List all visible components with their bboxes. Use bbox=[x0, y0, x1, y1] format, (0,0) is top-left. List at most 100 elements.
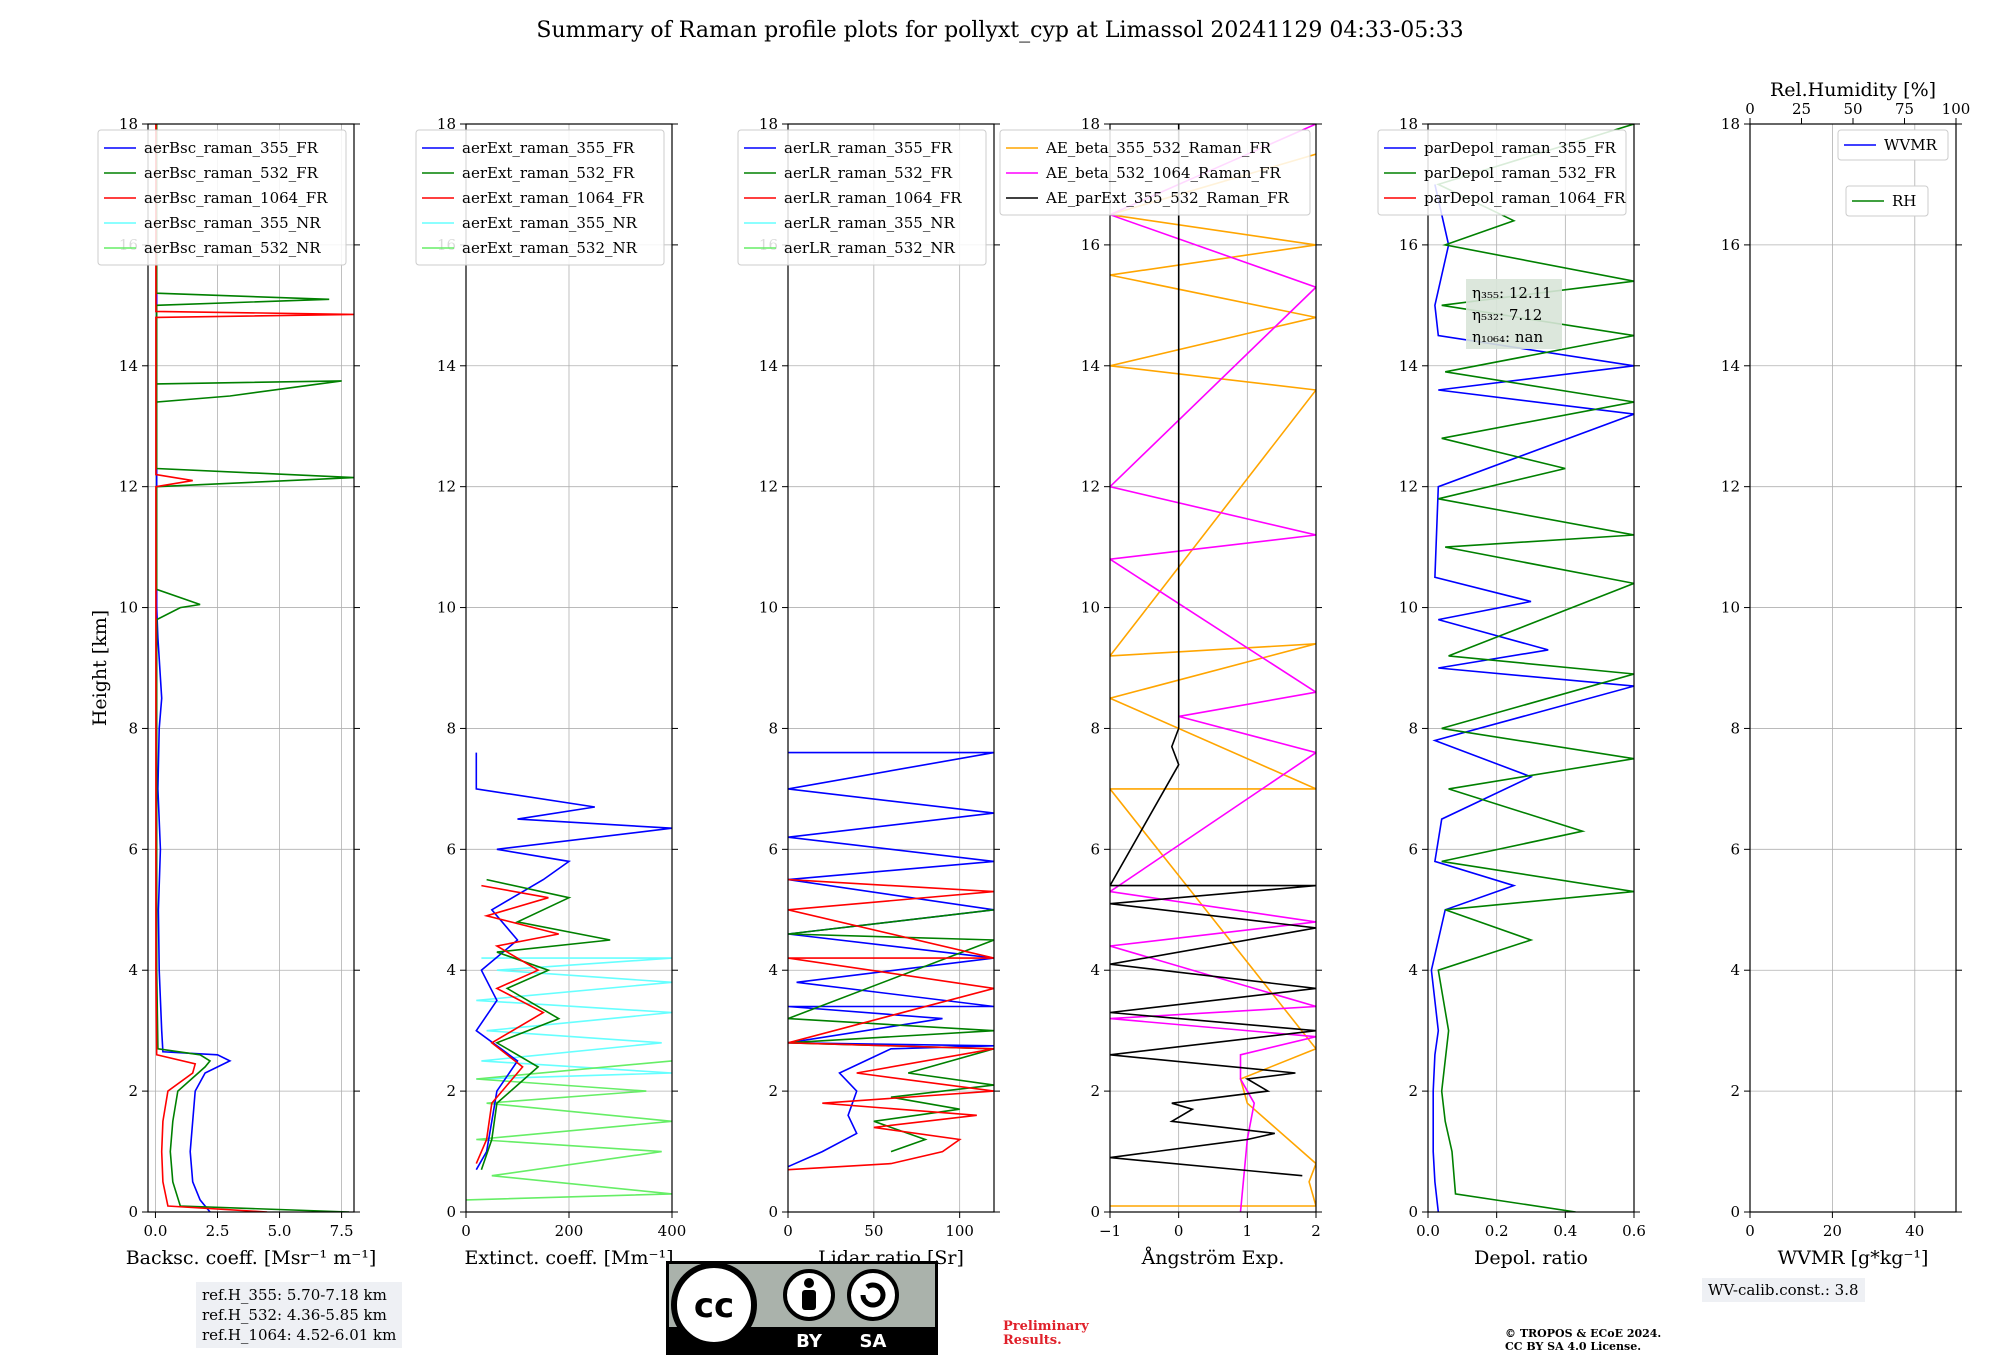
series-line-aerLR_raman_355_FR bbox=[788, 751, 994, 1168]
y-tick-label: 10 bbox=[1721, 599, 1740, 617]
y-tick-label: 8 bbox=[128, 719, 138, 737]
cc-circle-icon bbox=[671, 1262, 757, 1348]
x-tick-label: 400 bbox=[658, 1222, 687, 1240]
series-line-AE_beta_355_532_Raman_FR bbox=[1110, 153, 1316, 1207]
y-tick-label: 8 bbox=[446, 719, 456, 737]
y-tick-label: 10 bbox=[437, 599, 456, 617]
y-tick-label: 0 bbox=[768, 1203, 778, 1221]
x-axis-label: Backsc. coeff. [Msr⁻¹ m⁻¹] bbox=[126, 1247, 377, 1269]
y-tick-label: 18 bbox=[119, 115, 138, 133]
y-tick-label: 0 bbox=[1090, 1203, 1100, 1221]
y-tick-label: 6 bbox=[768, 840, 778, 858]
y-tick-label: 14 bbox=[1721, 357, 1740, 375]
copyright-line-1: © TROPOS & ECoE 2024. bbox=[1505, 1327, 1662, 1340]
axes-frame bbox=[787, 123, 995, 1213]
y-tick-label: 4 bbox=[128, 961, 138, 979]
series-line-aerLR_raman_532_FR bbox=[788, 909, 994, 1153]
y-tick-label: 10 bbox=[1081, 599, 1100, 617]
x-tick-label: 0.0 bbox=[1416, 1222, 1440, 1240]
reference-height-box: ref.H_355: 5.70-7.18 km ref.H_532: 4.36-… bbox=[196, 1282, 403, 1348]
y-tick-label: 2 bbox=[128, 1082, 138, 1100]
axes-frame bbox=[465, 123, 673, 1213]
axes-frame bbox=[1109, 123, 1317, 1213]
y-tick-label: 18 bbox=[759, 115, 778, 133]
x-axis-label: WVMR [g*kg⁻¹] bbox=[1778, 1247, 1929, 1269]
series-line-AE_beta_532_1064_Raman_FR bbox=[1110, 124, 1316, 1212]
axes-frame bbox=[1749, 123, 1957, 1213]
legend-box bbox=[737, 129, 987, 266]
cc-logo-text: cc bbox=[694, 1286, 734, 1326]
x2-tick-label: 0 bbox=[1745, 100, 1755, 118]
axes-frame bbox=[147, 123, 355, 1213]
y-tick-label: 14 bbox=[119, 357, 138, 375]
legend-box bbox=[1845, 185, 1929, 217]
y-tick-label: 4 bbox=[446, 961, 456, 979]
x-tick-label: 0.4 bbox=[1553, 1222, 1577, 1240]
legend: aerLR_raman_355_FR aerLR_raman_532_FR aerL… bbox=[737, 129, 987, 266]
panel-4: 0.0 0.2 0.4 0.6 0 2 4 6 8 10 12 14 16 18 Depol. ratio p… bbox=[1377, 115, 1646, 1269]
eta-annotations: η₃₅₅: 12.11 η₅₃₂: 7.12 η₁₀₆₄: nan bbox=[1466, 279, 1562, 349]
legend-label: aerExt_raman_532_FR bbox=[462, 164, 635, 182]
ref-height-532: ref.H_532: 4.36-5.85 km bbox=[202, 1306, 387, 1324]
y-tick-label: 6 bbox=[1730, 840, 1740, 858]
legend-label: aerBsc_raman_355_FR bbox=[144, 139, 319, 157]
legend-label: AE_beta_532_1064_Raman_FR bbox=[1045, 164, 1281, 182]
x2-tick-label: 75 bbox=[1895, 100, 1914, 118]
x-axis-label: Ångström Exp. bbox=[1141, 1247, 1285, 1269]
cc-license-badge: cc BY SA bbox=[666, 1261, 938, 1355]
legend-label: aerBsc_raman_532_NR bbox=[144, 239, 321, 257]
y-tick-label: 14 bbox=[1081, 357, 1100, 375]
panel-0: 0.02.55.07.5024681012141618Backsc. coeff… bbox=[97, 115, 377, 1269]
series-group bbox=[1110, 124, 1316, 1212]
x-tick-label: 0.2 bbox=[1485, 1222, 1509, 1240]
axes-frame bbox=[1427, 123, 1635, 1213]
y-tick-label: 10 bbox=[759, 599, 778, 617]
wv-calibration-box: WV-calib.const.: 3.8 bbox=[1702, 1278, 1865, 1302]
y-tick-label: 4 bbox=[1408, 961, 1418, 979]
legend: aerBsc_raman_355_FR aerBsc_raman_532_FRae… bbox=[97, 129, 347, 266]
x-tick-label: 50 bbox=[864, 1222, 883, 1240]
legend-label: aerBsc_raman_355_NR bbox=[144, 214, 321, 232]
ref-height-355: ref.H_355: 5.70-7.18 km bbox=[202, 1286, 387, 1304]
legend-label: parDepol_raman_532_FR bbox=[1424, 164, 1617, 182]
y-tick-label: 18 bbox=[1399, 115, 1418, 133]
x-tick-label: −1 bbox=[1099, 1222, 1121, 1240]
copyright-note: © TROPOS & ECoE 2024. CC BY SA 4.0 Licen… bbox=[1505, 1327, 1661, 1353]
legend-label: aerExt_raman_355_FR bbox=[462, 139, 635, 157]
series-line-aerExt_raman_355_NR bbox=[476, 957, 672, 1080]
y-tick-label: 16 bbox=[1721, 236, 1740, 254]
x-tick-label: 1 bbox=[1243, 1222, 1253, 1240]
y-tick-label: 8 bbox=[1730, 719, 1740, 737]
series-line-AE_parExt_355_532_Raman_FR bbox=[1110, 124, 1316, 1177]
x-tick-label: 40 bbox=[1905, 1222, 1924, 1240]
x-tick-label: 2 bbox=[1311, 1222, 1321, 1240]
legend-label: aerExt_raman_1064_FR bbox=[462, 189, 644, 207]
x-tick-label: 0.6 bbox=[1622, 1222, 1646, 1240]
legend-label: aerExt_raman_532_NR bbox=[462, 239, 638, 257]
by-person-head bbox=[804, 1278, 814, 1288]
x2-axis-label: Rel.Humidity [%] bbox=[1770, 79, 1936, 101]
legend-label: parDepol_raman_355_FR bbox=[1424, 139, 1617, 157]
legend-label: AE_beta_355_532_Raman_FR bbox=[1045, 139, 1272, 157]
legend-box bbox=[415, 129, 665, 266]
y-tick-label: 4 bbox=[768, 961, 778, 979]
y-axis-label: Height [km] bbox=[89, 610, 111, 726]
legend-box bbox=[1377, 129, 1627, 216]
y-tick-label: 6 bbox=[1090, 840, 1100, 858]
by-person-body bbox=[802, 1290, 816, 1310]
y-tick-label: 10 bbox=[1399, 599, 1418, 617]
x-tick-label: 0 bbox=[461, 1222, 471, 1240]
legend-label: aerBsc_raman_532_FR bbox=[144, 164, 319, 182]
legend-rh: RH bbox=[1845, 185, 1929, 217]
panel-2: 050100024681012141618Lidar ratio [Sr]aer… bbox=[737, 115, 1000, 1269]
by-label: BY bbox=[796, 1331, 823, 1352]
y-tick-label: 18 bbox=[1721, 115, 1740, 133]
legend-label: AE_parExt_355_532_Raman_FR bbox=[1045, 189, 1290, 207]
y-tick-label: 4 bbox=[1090, 961, 1100, 979]
legend-label: aerLR_raman_355_NR bbox=[784, 214, 955, 232]
y-tick-label: 6 bbox=[128, 840, 138, 858]
panel-1: 0200400024681012141618Extinct. coeff. [M… bbox=[415, 115, 687, 1269]
y-tick-label: 8 bbox=[1408, 719, 1418, 737]
y-tick-label: 0 bbox=[1408, 1203, 1418, 1221]
